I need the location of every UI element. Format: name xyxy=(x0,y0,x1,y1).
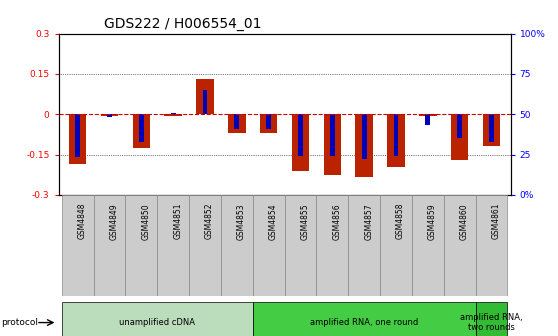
Bar xyxy=(425,114,430,125)
Bar xyxy=(298,114,303,156)
Text: GSM4850: GSM4850 xyxy=(141,203,150,240)
Bar xyxy=(139,114,144,142)
Bar xyxy=(62,195,94,296)
Bar xyxy=(266,114,271,129)
Bar xyxy=(62,302,253,336)
Text: GSM4854: GSM4854 xyxy=(268,203,278,240)
Bar xyxy=(348,195,380,296)
Bar xyxy=(393,114,398,156)
Bar xyxy=(260,114,277,133)
Bar xyxy=(316,195,348,296)
Text: GSM4856: GSM4856 xyxy=(333,203,341,240)
Text: GSM4859: GSM4859 xyxy=(428,203,437,240)
Bar xyxy=(387,114,405,167)
Bar xyxy=(228,114,246,133)
Bar xyxy=(133,114,150,148)
Bar xyxy=(221,195,253,296)
Bar xyxy=(126,195,157,296)
Text: GSM4855: GSM4855 xyxy=(301,203,310,240)
Bar xyxy=(483,114,500,146)
Text: GSM4857: GSM4857 xyxy=(364,203,373,240)
Bar xyxy=(475,195,507,296)
Text: unamplified cDNA: unamplified cDNA xyxy=(119,318,195,327)
Text: amplified RNA, one round: amplified RNA, one round xyxy=(310,318,418,327)
Bar xyxy=(234,114,239,129)
Bar xyxy=(444,195,475,296)
Bar xyxy=(451,114,468,160)
Bar xyxy=(324,114,341,175)
Bar xyxy=(489,114,494,142)
Bar xyxy=(101,114,118,116)
Bar xyxy=(165,114,182,116)
Bar xyxy=(457,114,462,138)
Bar xyxy=(292,114,309,171)
Bar xyxy=(285,195,316,296)
Bar xyxy=(362,114,367,159)
Bar xyxy=(330,114,335,156)
Text: GSM4860: GSM4860 xyxy=(460,203,469,240)
Text: amplified RNA,
two rounds: amplified RNA, two rounds xyxy=(460,313,523,332)
Bar xyxy=(157,195,189,296)
Bar xyxy=(253,195,285,296)
Bar xyxy=(380,195,412,296)
Bar xyxy=(203,90,208,114)
Bar xyxy=(189,195,221,296)
Bar xyxy=(107,114,112,117)
Bar xyxy=(475,302,507,336)
Bar xyxy=(171,113,176,114)
Bar xyxy=(355,114,373,177)
Bar xyxy=(419,114,436,116)
Bar xyxy=(412,195,444,296)
Bar xyxy=(69,114,86,164)
Text: GSM4851: GSM4851 xyxy=(173,203,182,240)
Bar xyxy=(196,79,214,114)
Text: GSM4852: GSM4852 xyxy=(205,203,214,240)
Bar xyxy=(94,195,126,296)
Text: GSM4848: GSM4848 xyxy=(78,203,86,240)
Text: GDS222 / H006554_01: GDS222 / H006554_01 xyxy=(104,17,261,31)
Text: GSM4861: GSM4861 xyxy=(492,203,501,240)
Text: GSM4858: GSM4858 xyxy=(396,203,405,240)
Bar xyxy=(75,114,80,157)
Text: GSM4853: GSM4853 xyxy=(237,203,246,240)
Text: GSM4849: GSM4849 xyxy=(109,203,118,240)
Text: protocol: protocol xyxy=(1,318,38,327)
Bar xyxy=(253,302,475,336)
